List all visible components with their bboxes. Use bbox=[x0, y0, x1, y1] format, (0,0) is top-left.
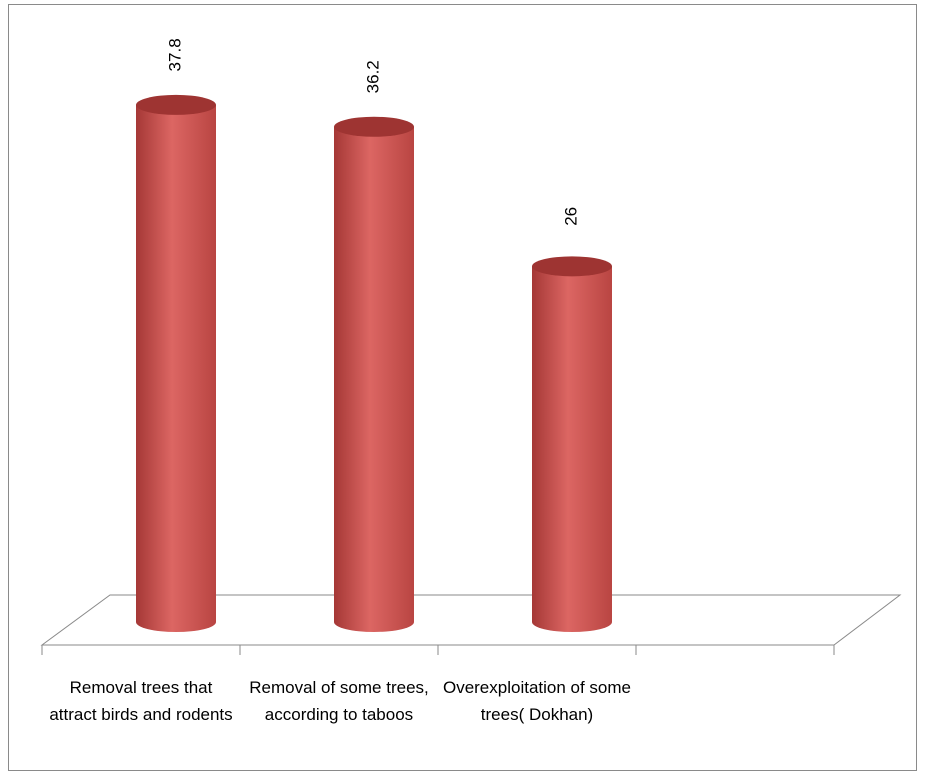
bar bbox=[136, 94, 216, 633]
bar bbox=[334, 116, 414, 632]
bar-top bbox=[532, 256, 612, 277]
data-label: 26 bbox=[561, 207, 580, 226]
bar-body bbox=[532, 266, 612, 632]
bar bbox=[532, 256, 612, 632]
bar-top bbox=[334, 116, 414, 137]
bar-top bbox=[136, 94, 216, 115]
data-label: 36.2 bbox=[363, 60, 382, 93]
x-tick-label: Removal trees that attract birds and rod… bbox=[49, 678, 233, 724]
data-label: 37.8 bbox=[165, 38, 184, 71]
bar-body bbox=[334, 126, 414, 632]
bar-body bbox=[136, 104, 216, 633]
x-tick-label: Overexploitation of some trees( Dokhan) bbox=[442, 678, 632, 724]
x-tick-label: Removal of some trees, according to tabo… bbox=[249, 678, 429, 724]
